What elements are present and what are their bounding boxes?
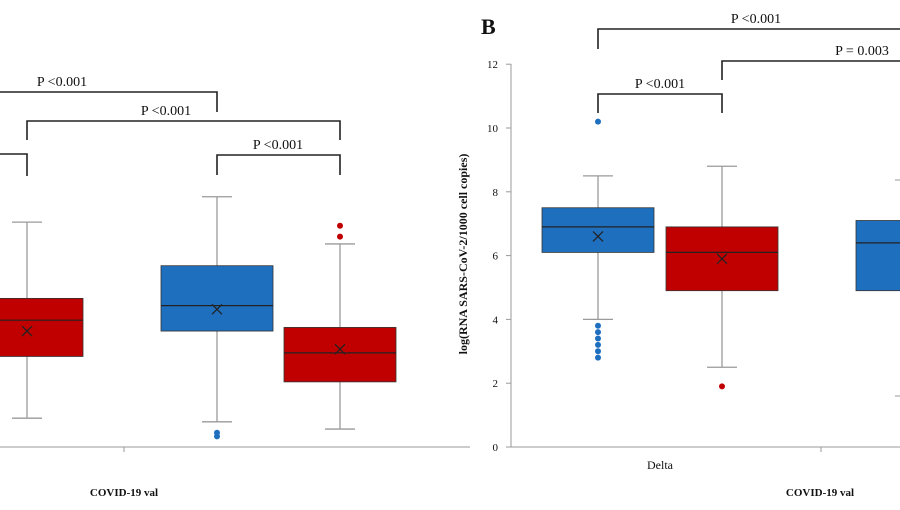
panel-b-series1-box-0-outlier	[595, 322, 601, 329]
panel-b-y-tick-label: 6	[493, 251, 499, 263]
panel-a-series1-box-1-mean-marker	[211, 303, 223, 315]
panel-b-series1-box-0-mean-marker	[592, 231, 604, 242]
panel-b-y-axis-title: log(RNA SARS-CoV-2/1000 cell copies)	[456, 154, 470, 355]
significance-label: P <0.001	[635, 77, 685, 92]
panel-a-series2-box-1-box	[283, 327, 397, 383]
panel-b-series1-box-0-outlier	[595, 348, 601, 355]
panel-b-series2-box-0-mean-marker	[716, 253, 728, 265]
panel-b-category-label: Delta	[647, 458, 674, 472]
panel-b-series1-box-0-outlier	[595, 329, 601, 336]
panel-a-x-axis-title: COVID-19 val	[90, 487, 158, 499]
panel-b-y-tick-label: 10	[487, 123, 499, 135]
panel-b: B log(RNA SARS-CoV-2/1000 cell copies) C…	[456, 12, 900, 499]
panel-b-series1-box-0-outlier	[595, 335, 601, 342]
panel-a-series1-box-1-box	[160, 265, 274, 332]
panel-b-series1-box-0-outlier	[595, 341, 601, 348]
significance-label: P <0.001	[731, 12, 781, 27]
significance-bracket	[26, 120, 341, 140]
significance-bracket	[597, 28, 900, 49]
panel-a-series2-box-1-outlier	[337, 222, 343, 229]
significance-label: P <0.001	[141, 104, 191, 119]
significance-bracket	[721, 60, 900, 80]
panel-a-series2-box-0-box	[0, 297, 84, 357]
panel-a-series1-box-1-outlier	[214, 429, 220, 436]
panel-a-marks: P <0.001 P <0.001 P <0.001	[0, 75, 397, 440]
panel-b-series2-box-0-outlier	[719, 383, 725, 390]
significance-bracket	[597, 93, 723, 113]
panel-a-series2-box-1-outlier	[337, 233, 343, 240]
panel-b-series1-box-0-outlier	[595, 354, 601, 361]
panel-b-y-tick-label: 0	[493, 442, 499, 454]
panel-b-y-tick-label: 4	[493, 314, 499, 326]
significance-label: P = 0.003	[835, 44, 889, 59]
panel-b-series1-box-1-box	[855, 220, 900, 292]
significance-bracket	[216, 154, 341, 175]
panel-b-y-tick-label: 12	[487, 59, 498, 71]
significance-bracket	[0, 91, 218, 112]
panel-b-label: B	[481, 14, 496, 39]
panel-a-series2-box-1-mean-marker	[334, 343, 346, 355]
panel-b-x-axis-title: COVID-19 val	[786, 487, 854, 499]
panel-b-marks: P <0.001 P <0.001 P = 0.003 Delta	[541, 12, 900, 472]
panel-b-ticks: 0 2 4 6 8 10 12	[487, 59, 511, 454]
panel-b-series1-box-0-box	[541, 207, 655, 253]
panel-b-y-tick-label: 2	[493, 378, 499, 390]
panel-b-series1-box-0-outlier	[595, 118, 601, 125]
significance-bracket	[0, 153, 28, 176]
significance-label: P <0.001	[37, 75, 87, 90]
panel-b-y-tick-label: 8	[493, 187, 499, 199]
panel-a: COVID-19 val P <0.001 P <0.001 P <0.001	[0, 75, 470, 499]
panel-a-series2-box-0-mean-marker	[21, 325, 33, 337]
significance-label: P <0.001	[253, 138, 303, 153]
